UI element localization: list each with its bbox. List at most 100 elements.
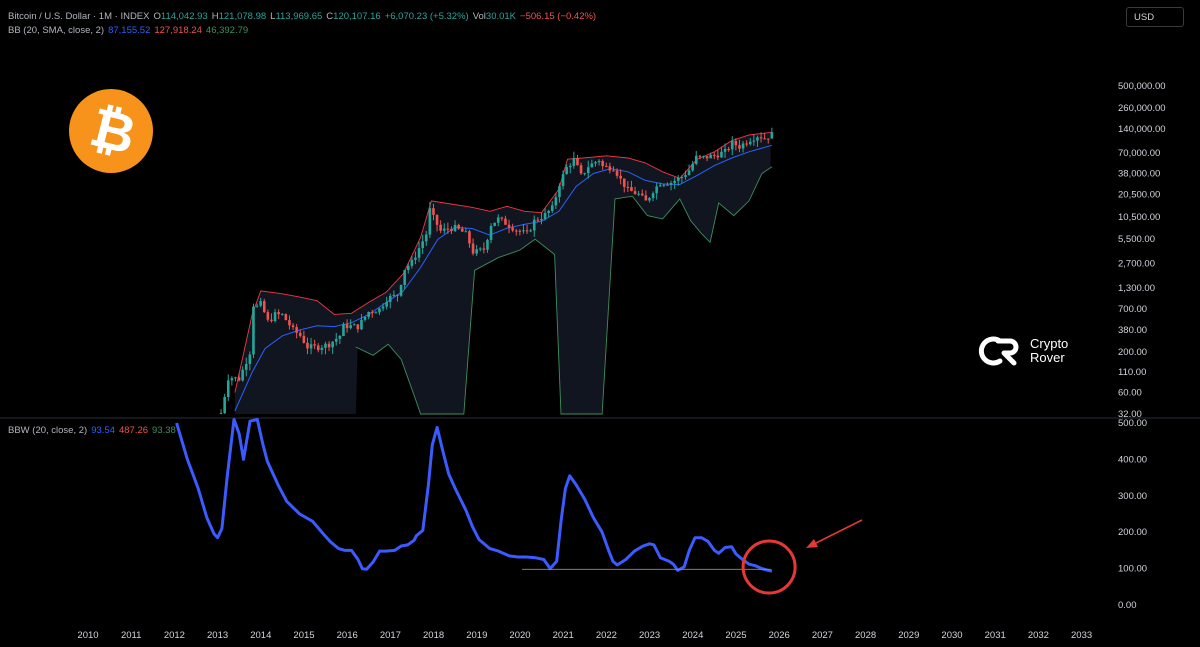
year-tick-label: 2025 [725,630,746,641]
year-tick-label: 2033 [1071,630,1092,641]
candle-body [684,175,687,178]
bbw-high-value: 487.26 [118,425,149,436]
candle-body [313,344,316,346]
candle-body [468,231,471,244]
bb-basis-line [234,144,773,412]
candle-body [478,248,482,250]
candle-body [471,243,475,254]
candle-body [385,302,388,307]
candle-body [475,249,478,254]
candle-body [637,193,640,195]
candle-body [496,217,500,223]
price-tick-label: 60.00 [1118,388,1142,399]
candle-body [500,217,504,219]
bbw-legend-name: BBW (20, close, 2) [8,425,88,436]
candle-body [619,175,622,179]
candle-body [403,270,406,285]
candle-body [532,219,536,231]
year-tick-label: 2019 [466,630,487,641]
crypto-rover-logo-icon [978,336,1019,366]
candle-body [460,228,464,232]
currency-selector[interactable]: USD [1126,7,1184,27]
candle-body [223,396,226,414]
candle-body [370,311,374,313]
candle-body [702,156,705,158]
vol-label: Vol [472,11,486,22]
candle-body [349,325,352,329]
bbw-legend[interactable]: BBW (20, close, 2) 93.54 487.26 93.38 [8,425,180,436]
candle-body [579,165,583,174]
bbw-tick-label: 100.00 [1118,564,1147,575]
bbw-tick-label: 300.00 [1118,491,1147,502]
candle-body [709,154,712,159]
candle-body [432,208,435,215]
candle-body [694,155,698,164]
symbol-title: Bitcoin / U.S. Dollar · 1M · INDEX [8,11,150,22]
open-label: O [153,11,161,22]
candle-body [525,230,529,232]
high-label: H [211,11,219,22]
candle-body [741,143,745,149]
bbw-tick-label: 200.00 [1118,527,1147,538]
candle-body [442,228,446,231]
year-tick-label: 2029 [898,630,919,641]
change-value: +6,070.23 (+5.32%) [384,11,469,22]
candle-body [316,345,320,351]
year-tick-label: 2021 [553,630,574,641]
year-tick-label: 2011 [121,630,141,641]
candle-body [252,306,255,355]
candle-body [504,218,507,225]
candle-body [507,224,511,228]
candle-body [230,378,234,381]
candle-body [414,257,417,260]
candle-body [615,170,619,176]
candle-body [644,195,648,201]
year-tick-label: 2015 [293,630,314,641]
candle-body [244,364,248,370]
candle-body [752,140,756,142]
candle-body [406,265,410,271]
year-tick-label: 2018 [423,630,444,641]
price-tick-label: 32.00 [1118,409,1142,420]
bitcoin-logo-icon: ₿ [69,89,153,173]
year-tick-label: 2010 [77,630,98,641]
bb-legend[interactable]: BB (20, SMA, close, 2) 87,155.52 127,918.2… [8,25,252,36]
candle-body [248,354,252,365]
candle-body [612,170,615,172]
candle-body [547,210,550,213]
bbw-line [175,417,773,573]
price-tick-label: 2,700.00 [1118,258,1155,269]
year-tick-label: 2013 [207,630,228,641]
year-tick-label: 2022 [596,630,617,641]
candle-body [554,197,558,206]
candle-body [756,137,759,141]
candle-body [604,166,608,168]
candle-body [723,148,727,152]
candle-body [428,208,432,235]
candle-body [482,248,486,250]
candle-body [601,160,604,167]
price-candles [219,127,774,415]
candle-body [345,324,349,329]
candle-body [734,140,738,146]
vol-change-value: −506.15 (−0.42%) [520,11,597,22]
year-tick-label: 2032 [1028,630,1049,641]
candle-body [493,222,496,226]
price-tick-label: 38,000.00 [1118,169,1160,180]
bb-basis-value: 87,155.52 [108,25,151,36]
year-tick-label: 2017 [380,630,401,641]
time-axis: 2010 2011 2012 2013 2014 2015 2016 2017 2018 2019… [77,630,1092,641]
bbw-tick-label: 400.00 [1118,454,1147,465]
candle-body [399,284,403,296]
candle-body [421,241,424,249]
candle-body [450,228,453,232]
year-tick-label: 2028 [855,630,876,641]
year-tick-label: 2031 [985,630,1006,641]
annotation-arrow-head [806,539,818,548]
candle-body [237,377,241,381]
candle-body [226,380,230,397]
candle-body [662,184,666,186]
price-axis: 500,000.00 260,000.00 140,000.00 70,000.00 3… [1118,81,1166,420]
candle-body [489,225,493,240]
